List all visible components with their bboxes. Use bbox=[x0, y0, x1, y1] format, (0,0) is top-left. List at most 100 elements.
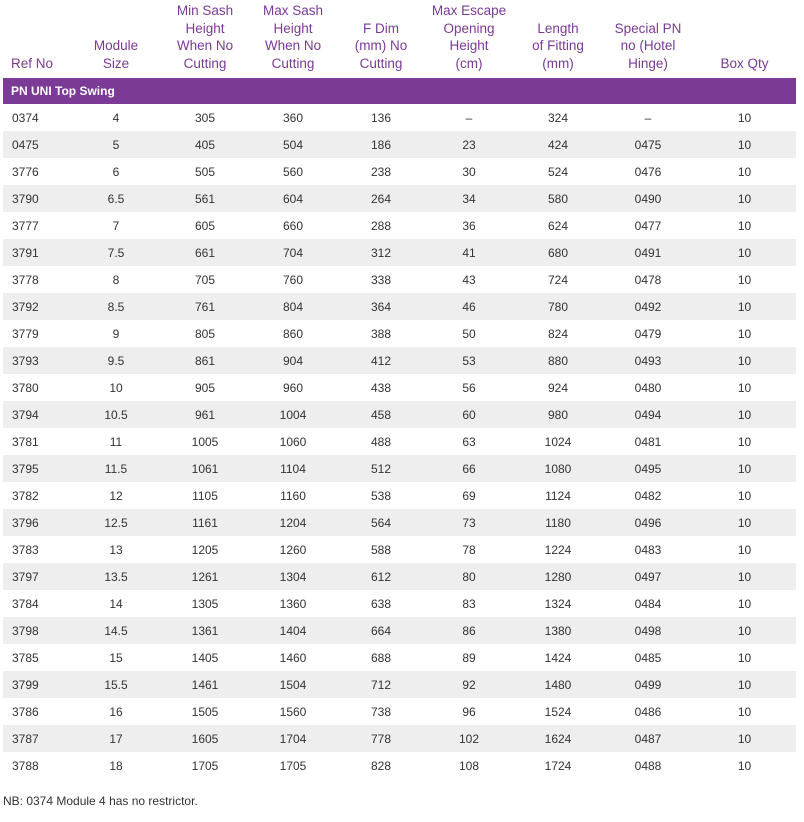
cell-max-sash-height: 804 bbox=[249, 293, 337, 320]
header-module-size: Module Size bbox=[71, 0, 161, 78]
header-min-sash-height: Min Sash Height When No Cutting bbox=[161, 0, 249, 78]
cell-max-escape-opening: 41 bbox=[425, 239, 513, 266]
cell-length-of-fitting: 324 bbox=[547, 110, 569, 125]
cell-min-sash-height: 1405 bbox=[191, 650, 219, 665]
cell-special-pn: 0483 bbox=[634, 542, 662, 557]
cell-max-escape-opening: 63 bbox=[462, 434, 476, 449]
cell-module-size: 8 bbox=[112, 272, 120, 287]
header-line: Special PN bbox=[614, 20, 682, 36]
header-line: Cutting bbox=[183, 55, 227, 71]
cell-length-of-fitting: 1224 bbox=[544, 542, 572, 557]
cell-special-pn: 0493 bbox=[603, 347, 693, 374]
table-row: 3787 17 1605 1704 778 102 1624 0487 10 bbox=[3, 725, 796, 752]
cell-module-size: 14.5 bbox=[71, 617, 161, 644]
cell-box-qty: 10 bbox=[737, 272, 752, 287]
cell-module-size: 8.5 bbox=[71, 293, 161, 320]
table-header: Ref No Module Size Min Sash Height When No C… bbox=[3, 0, 796, 78]
cell-f-dim: 538 bbox=[370, 488, 392, 503]
cell-max-escape-opening: 56 bbox=[462, 380, 476, 395]
header-box-qty: Box Qty bbox=[693, 0, 796, 78]
header-line: no (Hotel bbox=[620, 38, 676, 53]
cell-box-qty: 10 bbox=[693, 293, 796, 320]
cell-module-size: 7.5 bbox=[71, 239, 161, 266]
cell-max-escape-opening: 50 bbox=[462, 326, 476, 341]
cell-f-dim: 288 bbox=[370, 218, 392, 233]
header-f-dim: F Dim (mm) No Cutting bbox=[337, 0, 425, 78]
cell-special-pn: 0485 bbox=[634, 650, 662, 665]
section-header-row: PN UNI Top Swing bbox=[3, 78, 796, 104]
cell-ref-no: 3799 bbox=[3, 671, 71, 698]
cell-special-pn: 0497 bbox=[603, 563, 693, 590]
cell-box-qty: 10 bbox=[737, 326, 752, 341]
cell-max-escape-opening: 96 bbox=[462, 704, 476, 719]
cell-ref-no: 3783 bbox=[12, 542, 39, 557]
cell-box-qty: 10 bbox=[737, 596, 752, 611]
cell-special-pn: 0476 bbox=[634, 164, 662, 179]
cell-f-dim: 828 bbox=[370, 758, 392, 773]
cell-max-sash-height: 960 bbox=[282, 380, 304, 395]
cell-special-pn: 0498 bbox=[603, 617, 693, 644]
cell-min-sash-height: 961 bbox=[161, 401, 249, 428]
footnote: NB: 0374 Module 4 has no restrictor. bbox=[3, 794, 198, 808]
cell-ref-no: 3778 bbox=[12, 272, 39, 287]
cell-special-pn: 0487 bbox=[603, 725, 693, 752]
cell-max-escape-opening: 102 bbox=[425, 725, 513, 752]
cell-length-of-fitting: 824 bbox=[547, 326, 569, 341]
cell-f-dim: 588 bbox=[370, 542, 392, 557]
cell-special-pn: 0482 bbox=[634, 488, 662, 503]
cell-max-escape-opening: 34 bbox=[425, 185, 513, 212]
cell-f-dim: 388 bbox=[370, 326, 392, 341]
cell-module-size: 11 bbox=[109, 434, 123, 449]
cell-min-sash-height: 1361 bbox=[161, 617, 249, 644]
cell-length-of-fitting: 580 bbox=[513, 185, 603, 212]
cell-max-sash-height: 1460 bbox=[279, 650, 307, 665]
cell-box-qty: 10 bbox=[693, 671, 796, 698]
cell-f-dim: 564 bbox=[337, 509, 425, 536]
cell-box-qty: 10 bbox=[693, 347, 796, 374]
cell-box-qty: 10 bbox=[737, 488, 752, 503]
cell-special-pn: 0488 bbox=[634, 758, 662, 773]
cell-length-of-fitting: 424 bbox=[513, 131, 603, 158]
cell-module-size: 13.5 bbox=[71, 563, 161, 590]
cell-max-sash-height: 1004 bbox=[249, 401, 337, 428]
cell-module-size: 13 bbox=[109, 542, 123, 557]
cell-min-sash-height: 805 bbox=[194, 326, 216, 341]
table-row: 0374 4 305 360 136 – 324 – 10 bbox=[3, 104, 796, 131]
cell-max-sash-height: 504 bbox=[249, 131, 337, 158]
cell-module-size: 6.5 bbox=[71, 185, 161, 212]
table-row: 3782 12 1105 1160 538 69 1124 0482 10 bbox=[3, 482, 796, 509]
cell-box-qty: 10 bbox=[693, 401, 796, 428]
table-row: 3779 9 805 860 388 50 824 0479 10 bbox=[3, 320, 796, 347]
cell-max-escape-opening: 43 bbox=[462, 272, 476, 287]
cell-max-sash-height: 1360 bbox=[279, 596, 307, 611]
cell-f-dim: 688 bbox=[370, 650, 392, 665]
cell-ref-no: 3797 bbox=[3, 563, 71, 590]
header-max-sash-height: Max Sash Height When No Cutting bbox=[249, 0, 337, 78]
cell-length-of-fitting: 1280 bbox=[513, 563, 603, 590]
cell-ref-no: 3782 bbox=[12, 488, 39, 503]
table-row: 3797 13.5 1261 1304 612 80 1280 0497 10 bbox=[3, 563, 796, 590]
cell-min-sash-height: 305 bbox=[194, 110, 216, 125]
cell-max-escape-opening: 73 bbox=[425, 509, 513, 536]
cell-length-of-fitting: 924 bbox=[547, 380, 569, 395]
cell-module-size: 15.5 bbox=[71, 671, 161, 698]
header-line: Min Sash bbox=[176, 3, 234, 18]
cell-length-of-fitting: 680 bbox=[513, 239, 603, 266]
cell-box-qty: 10 bbox=[737, 110, 752, 125]
cell-module-size: 12.5 bbox=[71, 509, 161, 536]
cell-max-sash-height: 660 bbox=[282, 218, 304, 233]
table-row: 3785 15 1405 1460 688 89 1424 0485 10 bbox=[3, 644, 796, 671]
cell-f-dim: 312 bbox=[337, 239, 425, 266]
cell-max-escape-opening: 78 bbox=[462, 542, 476, 557]
cell-module-size: 16 bbox=[109, 704, 123, 719]
cell-max-sash-height: 1104 bbox=[249, 455, 337, 482]
cell-box-qty: 10 bbox=[737, 380, 752, 395]
cell-f-dim: 738 bbox=[370, 704, 392, 719]
cell-f-dim: 638 bbox=[370, 596, 392, 611]
cell-ref-no: 3790 bbox=[3, 185, 71, 212]
cell-max-sash-height: 1304 bbox=[249, 563, 337, 590]
cell-special-pn: 0490 bbox=[603, 185, 693, 212]
header-line: Hinge) bbox=[628, 55, 668, 71]
cell-box-qty: 10 bbox=[737, 434, 752, 449]
table-row: 3783 13 1205 1260 588 78 1224 0483 10 bbox=[3, 536, 796, 563]
